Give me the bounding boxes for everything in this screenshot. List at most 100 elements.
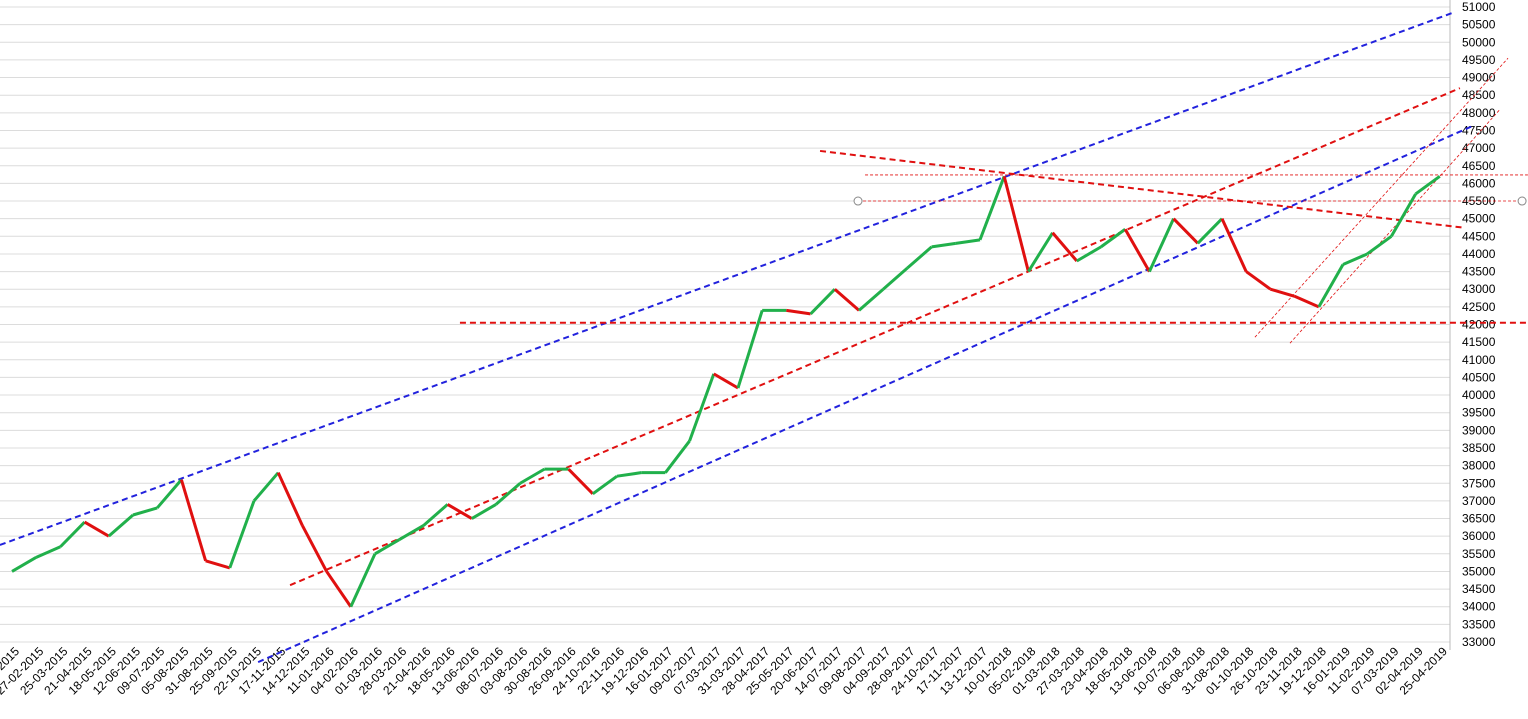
price-segment — [688, 373, 716, 442]
trend-line — [0, 10, 1456, 546]
price-segment — [471, 503, 497, 520]
price-segment — [422, 503, 449, 527]
y-tick-label: 42000 — [1462, 318, 1496, 332]
y-tick-label: 36500 — [1462, 512, 1496, 526]
price-segment — [882, 266, 909, 291]
line-handle — [853, 196, 863, 206]
price-segment — [1366, 235, 1393, 256]
trend-line — [1254, 57, 1509, 338]
price-segment — [1148, 218, 1175, 273]
price-segment — [11, 556, 37, 573]
price-segment — [349, 553, 377, 608]
y-tick-label: 35500 — [1462, 547, 1496, 561]
price-segment — [107, 513, 134, 538]
y-tick-label: 42500 — [1462, 300, 1496, 314]
price-segment — [567, 468, 594, 495]
price-segment — [398, 524, 425, 541]
price-segment — [906, 245, 933, 270]
price-segment — [664, 440, 691, 474]
price-segment — [301, 524, 328, 573]
trend-line — [1289, 109, 1501, 344]
price-segment — [228, 500, 256, 569]
y-tick-label: 48500 — [1462, 88, 1496, 102]
price-segment — [495, 482, 522, 506]
price-segment — [591, 474, 618, 496]
y-tick-label: 36000 — [1462, 529, 1496, 543]
y-tick-label: 44000 — [1462, 247, 1496, 261]
price-segment — [252, 471, 280, 502]
y-tick-label: 39000 — [1462, 423, 1496, 437]
price-segment — [978, 175, 1006, 241]
y-tick-label: 40000 — [1462, 388, 1496, 402]
price-segment — [616, 471, 642, 478]
y-tick-label: 38500 — [1462, 441, 1496, 455]
trend-line — [289, 87, 1461, 587]
price-segment — [446, 503, 473, 520]
price-segment — [1293, 294, 1320, 309]
price-segment — [1390, 193, 1417, 238]
price-segment — [276, 472, 304, 527]
price-segment — [1002, 175, 1030, 272]
y-tick-label: 41000 — [1462, 353, 1496, 367]
y-tick-label: 37000 — [1462, 494, 1496, 508]
y-tick-label: 39500 — [1462, 406, 1496, 420]
y-tick-label: 41500 — [1462, 335, 1496, 349]
price-segment — [374, 538, 400, 556]
y-tick-label: 51000 — [1462, 0, 1496, 14]
y-tick-label: 33000 — [1462, 635, 1496, 649]
y-tick-label: 49500 — [1462, 53, 1496, 67]
price-segment — [132, 506, 158, 517]
trend-line — [257, 124, 1476, 664]
y-tick-label: 33500 — [1462, 617, 1496, 631]
price-segment — [179, 479, 208, 562]
price-segment — [833, 288, 860, 312]
price-segment — [736, 309, 764, 389]
y-tick-label: 38000 — [1462, 459, 1496, 473]
y-tick-label: 45000 — [1462, 212, 1496, 226]
y-tick-label: 46000 — [1462, 176, 1496, 190]
y-tick-label: 46500 — [1462, 159, 1496, 173]
y-tick-label: 34000 — [1462, 600, 1496, 614]
y-tick-label: 34500 — [1462, 582, 1496, 596]
price-segment — [1245, 270, 1272, 291]
y-tick-label: 47000 — [1462, 141, 1496, 155]
y-tick-label: 50500 — [1462, 18, 1496, 32]
price-segment — [1172, 217, 1199, 245]
y-tick-label: 50000 — [1462, 35, 1496, 49]
price-segment — [156, 478, 183, 509]
price-segment — [519, 467, 546, 485]
trend-line — [819, 149, 1466, 229]
price-segment — [1317, 263, 1345, 308]
price-segment — [83, 520, 110, 538]
price-segment — [1051, 231, 1078, 262]
y-tick-label: 48000 — [1462, 106, 1496, 120]
price-segment — [809, 288, 836, 315]
y-tick-label: 40500 — [1462, 370, 1496, 384]
price-segment — [1027, 231, 1054, 273]
price-segment — [1100, 228, 1127, 249]
y-tick-label: 37500 — [1462, 476, 1496, 490]
price-segment — [931, 241, 957, 249]
price-segment — [325, 570, 353, 608]
price-segment — [713, 372, 739, 390]
y-tick-label: 43000 — [1462, 282, 1496, 296]
price-segment — [786, 308, 811, 316]
price-segment — [1414, 175, 1441, 196]
price-segment — [1196, 217, 1224, 245]
price-segment — [955, 238, 981, 245]
y-tick-label: 47500 — [1462, 123, 1496, 137]
price-segment — [205, 559, 231, 570]
price-segment — [59, 521, 86, 548]
y-tick-label: 44500 — [1462, 229, 1496, 243]
price-segment — [858, 288, 885, 312]
price-segment — [1076, 245, 1102, 263]
price-segment — [1220, 218, 1248, 273]
line-handle — [1517, 196, 1527, 206]
price-segment — [1269, 287, 1296, 298]
price-segment — [1123, 228, 1151, 273]
price-segment — [1342, 252, 1368, 266]
price-segment — [35, 545, 62, 559]
y-tick-label: 35000 — [1462, 564, 1496, 578]
y-tick-label: 43500 — [1462, 265, 1496, 279]
